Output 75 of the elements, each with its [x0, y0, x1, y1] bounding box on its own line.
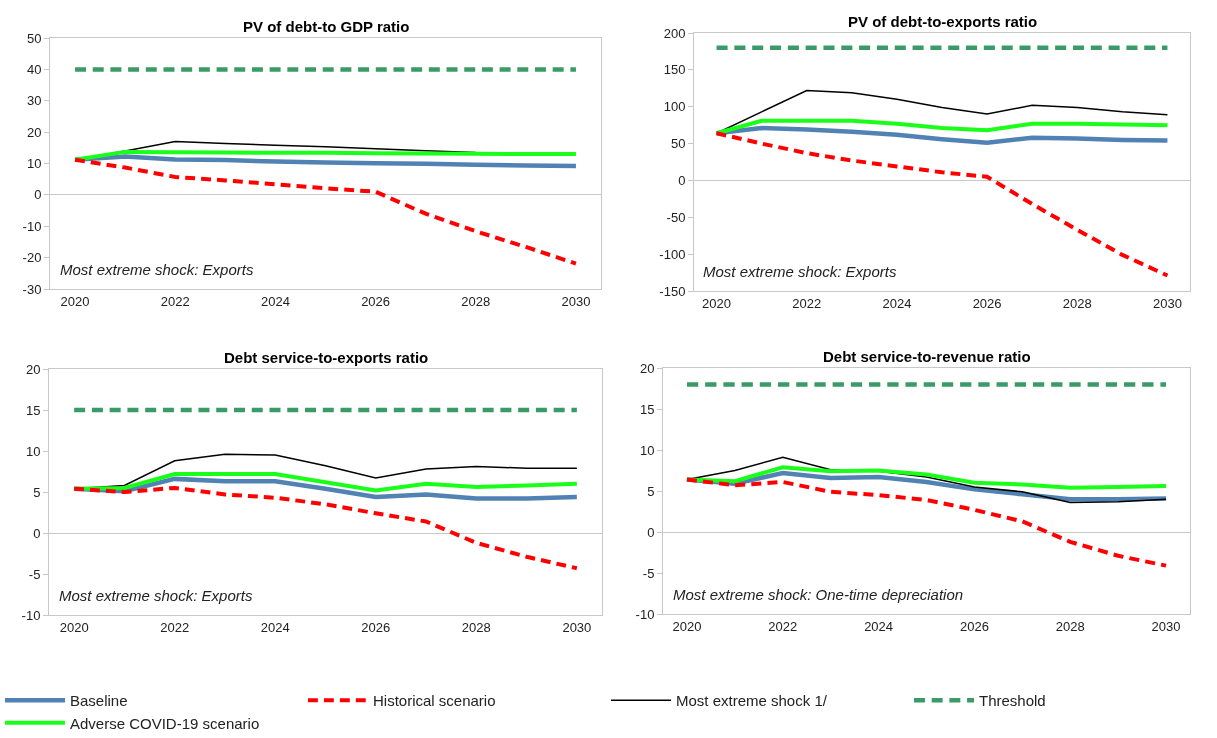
x-tick-label: 2026 — [361, 293, 391, 309]
x-tick-label: 2028 — [461, 619, 491, 635]
y-tick-label: -10 — [21, 607, 41, 623]
y-tick-label: -5 — [642, 565, 655, 581]
chart-title: Debt service-to-revenue ratio — [823, 348, 1031, 365]
x-tick-label: 2022 — [160, 293, 190, 309]
y-tick-label: 10 — [25, 443, 41, 459]
x-tick-label: 2026 — [361, 619, 391, 635]
annotation: Most extreme shock: One-time depreciation — [673, 586, 964, 603]
line-series — [684, 477, 1169, 568]
y-tick-label: 150 — [663, 62, 686, 78]
y-tick-label: -10 — [635, 606, 655, 622]
x-tick-label: 2022 — [768, 618, 798, 634]
y-tick-label: 20 — [639, 360, 655, 376]
x-tick-label: 2030 — [562, 619, 592, 635]
x-tick-label: 2030 — [1151, 618, 1181, 634]
x-tick-label: 2020 — [672, 618, 702, 634]
y-tick-label: 10 — [26, 156, 42, 172]
x-tick-label: 2026 — [972, 295, 1002, 311]
y-tick-label: 20 — [26, 124, 42, 140]
y-tick-label: 5 — [33, 484, 41, 500]
y-tick-label: -5 — [28, 566, 41, 582]
line-series — [71, 476, 580, 501]
line-series — [72, 154, 579, 169]
y-tick-label: 50 — [26, 30, 42, 46]
y-tick-label: 30 — [26, 93, 42, 109]
annotation: Most extreme shock: Exports — [703, 263, 897, 280]
y-tick-label: 15 — [639, 401, 655, 417]
x-tick-label: 2030 — [1152, 295, 1182, 311]
line-series — [72, 485, 579, 571]
legend-label: Most extreme shock 1/ — [676, 692, 828, 710]
y-tick-label: -100 — [659, 246, 686, 262]
y-tick-label: 10 — [639, 442, 655, 458]
x-tick-label: 2026 — [959, 618, 989, 634]
line-series — [714, 118, 1170, 136]
y-tick-label: 50 — [670, 136, 686, 152]
y-tick-label: 20 — [25, 361, 41, 377]
x-tick-label: 2024 — [260, 619, 290, 635]
y-tick-label: 0 — [647, 524, 655, 540]
line-series — [73, 157, 578, 266]
y-tick-label: -30 — [22, 281, 42, 297]
x-tick-label: 2028 — [1055, 618, 1085, 634]
annotation: Most extreme shock: Exports — [59, 587, 253, 604]
chart-title: PV of debt-to GDP ratio — [243, 18, 410, 35]
legend-label: Threshold — [979, 692, 1046, 710]
y-tick-label: -50 — [666, 209, 686, 225]
y-tick-label: 100 — [663, 99, 686, 115]
y-tick-label: 5 — [647, 483, 655, 499]
y-tick-label: -20 — [22, 250, 42, 266]
legend-label: Adverse COVID-19 scenario — [70, 714, 260, 732]
x-tick-label: 2020 — [60, 293, 90, 309]
x-tick-label: 2024 — [882, 295, 912, 311]
y-tick-label: 15 — [25, 402, 41, 418]
y-tick-label: 40 — [26, 61, 42, 77]
x-tick-label: 2022 — [792, 295, 822, 311]
x-tick-label: 2024 — [864, 618, 894, 634]
x-tick-label: 2020 — [59, 619, 89, 635]
y-tick-label: 0 — [678, 172, 686, 188]
x-tick-label: 2024 — [260, 293, 290, 309]
y-tick-label: 0 — [33, 525, 41, 541]
line-series — [73, 149, 578, 162]
x-tick-label: 2020 — [702, 295, 732, 311]
y-tick-label: 200 — [663, 25, 686, 41]
legend-label: Historical scenario — [373, 692, 496, 710]
legend-label: Baseline — [70, 692, 128, 710]
annotation: Most extreme shock: Exports — [60, 261, 254, 278]
y-tick-label: 0 — [34, 187, 42, 203]
x-tick-label: 2022 — [160, 619, 190, 635]
chart-title: Debt service-to-exports ratio — [224, 349, 429, 366]
x-tick-label: 2028 — [461, 293, 491, 309]
chart-title: PV of debt-to-exports ratio — [848, 13, 1038, 30]
y-tick-label: -10 — [22, 218, 42, 234]
x-tick-label: 2028 — [1062, 295, 1092, 311]
x-tick-label: 2030 — [561, 293, 591, 309]
y-tick-label: -150 — [659, 283, 686, 299]
